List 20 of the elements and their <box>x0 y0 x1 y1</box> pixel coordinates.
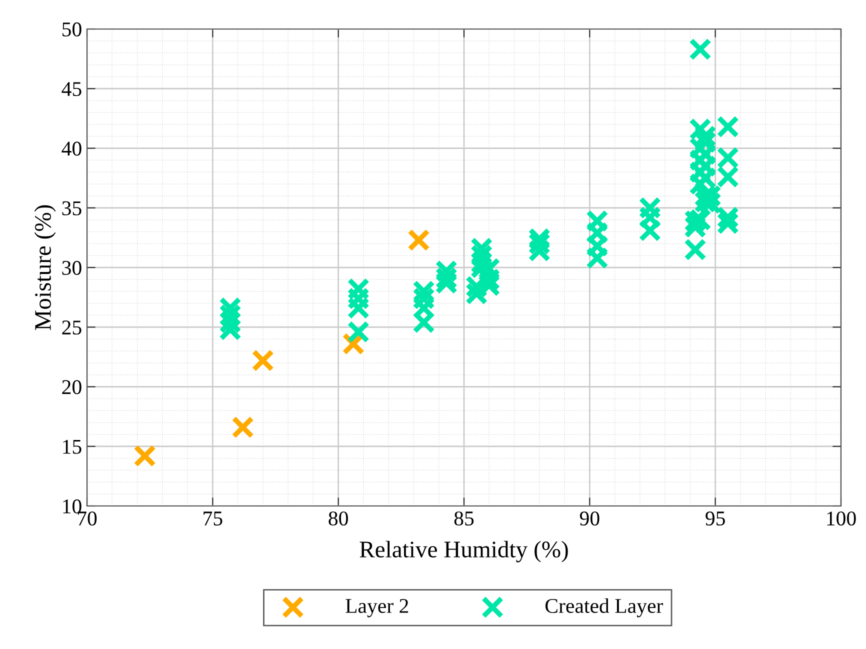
x-tick-label: 70 <box>78 511 97 526</box>
x-axis-title: Relative Humidty (%) <box>360 540 568 562</box>
x-tick-label: 100 <box>827 511 856 526</box>
y-tick-label: 45 <box>62 82 82 96</box>
x-tick-label: 90 <box>580 511 600 526</box>
y-tick-label: 35 <box>62 201 82 216</box>
legend-label: Created Layer <box>545 598 663 618</box>
y-tick-label: 15 <box>63 440 82 454</box>
y-tick-label: 25 <box>62 320 82 335</box>
y-tick-label: 20 <box>62 380 82 394</box>
legend-label: Layer 2 <box>346 598 408 618</box>
y-axis-title: Moisture (%) <box>34 205 56 330</box>
x-tick-label: 95 <box>706 512 725 526</box>
x-tick-label: 80 <box>328 511 348 526</box>
x-tick-label: 85 <box>454 511 474 526</box>
x-tick-label: 75 <box>204 512 222 526</box>
y-tick-label: 30 <box>62 260 82 275</box>
y-tick-label: 50 <box>62 22 82 36</box>
y-tick-label: 40 <box>62 142 82 156</box>
y-tick-label: 10 <box>63 499 82 514</box>
